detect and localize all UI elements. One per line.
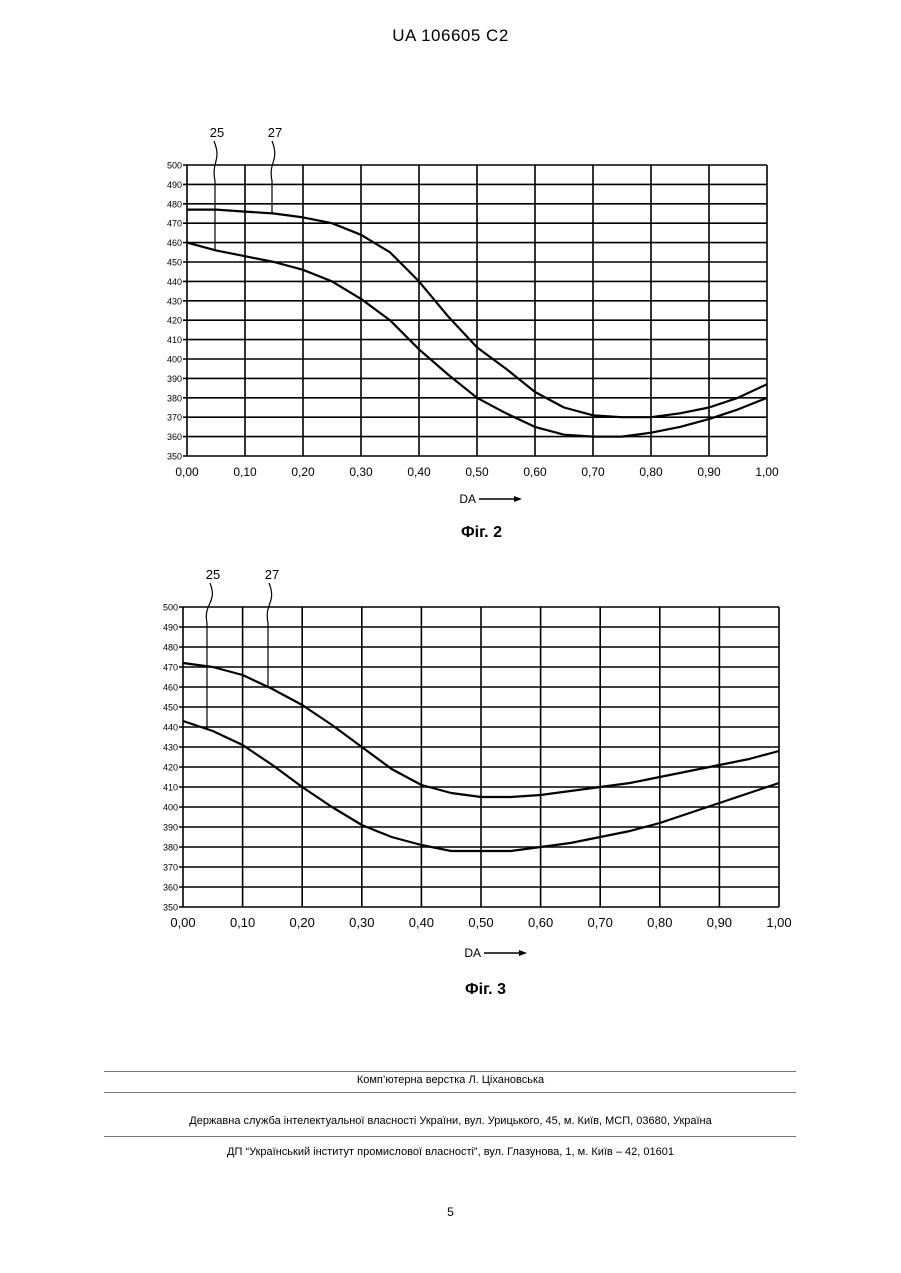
y-tick-label: 350 bbox=[163, 903, 178, 913]
y-tick-label: 420 bbox=[163, 763, 178, 773]
y-tick-label: 370 bbox=[163, 863, 178, 873]
y-tick-label: 440 bbox=[163, 723, 178, 733]
footer-institute-address: ДП “Український інститут промислової вла… bbox=[0, 1146, 901, 1158]
footer-typesetter: Комп’ютерна верстка Л. Ціхановська bbox=[0, 1074, 901, 1086]
x-tick-label: 0,10 bbox=[230, 915, 255, 930]
y-tick-label: 360 bbox=[163, 883, 178, 893]
y-tick-label: 410 bbox=[163, 783, 178, 793]
y-tick-label: 400 bbox=[163, 803, 178, 813]
footer-divider bbox=[104, 1136, 796, 1137]
y-tick-label: 480 bbox=[163, 643, 178, 653]
x-tick-label: 0,70 bbox=[588, 915, 613, 930]
page-number: 5 bbox=[0, 1205, 901, 1219]
y-tick-label: 450 bbox=[163, 703, 178, 713]
y-tick-label: 390 bbox=[163, 823, 178, 833]
x-tick-label: 0,80 bbox=[647, 915, 672, 930]
figure-3-chart: 350 360 370 380 390 400 410 420 430 440 450 460 470 4… bbox=[0, 0, 901, 1000]
y-tick-label: 500 bbox=[163, 603, 178, 613]
x-tick-label: 0,20 bbox=[290, 915, 315, 930]
series-label-27: 27 bbox=[265, 567, 279, 582]
footer-divider bbox=[104, 1092, 796, 1093]
y-tick-label: 460 bbox=[163, 683, 178, 693]
series-label-25: 25 bbox=[206, 567, 220, 582]
x-tick-label: 0,30 bbox=[349, 915, 374, 930]
x-tick-label: 0,00 bbox=[170, 915, 195, 930]
x-tick-label: 0,60 bbox=[528, 915, 553, 930]
footer-agency-address: Державна служба інтелектуальної власност… bbox=[0, 1115, 901, 1127]
y-tick-label: 470 bbox=[163, 663, 178, 673]
footer-divider bbox=[104, 1071, 796, 1072]
x-tick-label: 0,50 bbox=[468, 915, 493, 930]
figure-3-caption: Фіг. 3 bbox=[35, 981, 901, 999]
y-tick-label: 490 bbox=[163, 623, 178, 633]
x-tick-label: 0,90 bbox=[707, 915, 732, 930]
series-leader-line bbox=[267, 583, 271, 687]
x-axis-arrowhead-icon bbox=[519, 950, 527, 956]
x-tick-label: 1,00 bbox=[766, 915, 791, 930]
y-tick-label: 430 bbox=[163, 743, 178, 753]
x-axis-label: DA bbox=[464, 946, 481, 960]
y-tick-label: 380 bbox=[163, 843, 178, 853]
x-tick-label: 0,40 bbox=[409, 915, 434, 930]
